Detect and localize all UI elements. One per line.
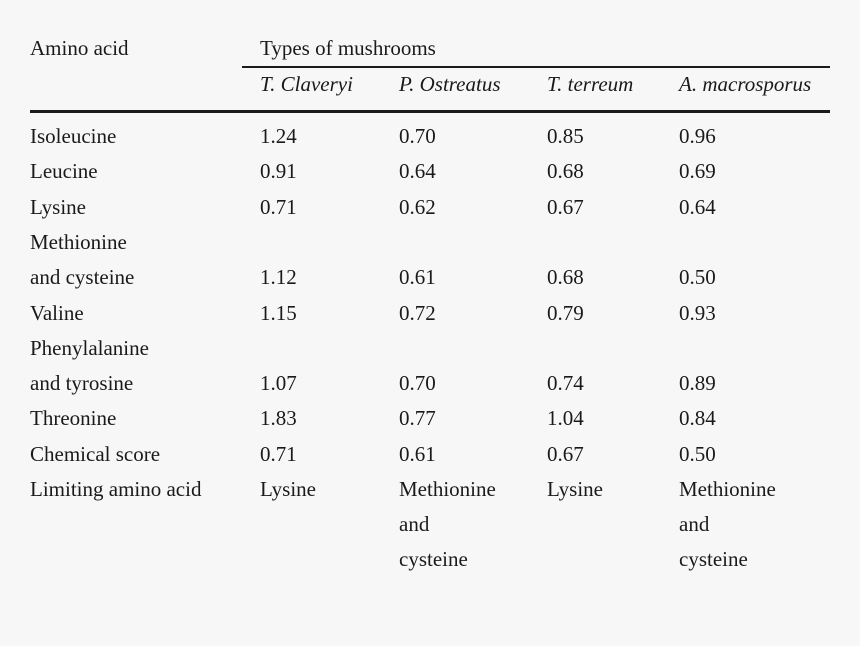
table-cell: 0.64 [679,194,716,219]
table-cell: 0.77 [399,406,436,431]
table-cell: 0.70 [399,124,436,148]
table-cell: 1.04 [547,406,584,431]
table-cell: 0.96 [679,124,716,148]
row-label: Chemical score [30,441,161,466]
table-cell: 0.72 [399,300,436,325]
table-cell: 0.69 [679,159,716,184]
table-cell: 0.62 [399,194,436,219]
table-cell: 0.93 [679,300,716,325]
table-cell: 0.64 [399,159,436,184]
table-cell: 0.74 [547,371,584,396]
table-cell: 0.50 [679,441,716,466]
table-cell: 0.68 [547,265,584,290]
table-cell: 0.79 [547,300,584,325]
table-cell: 1.12 [260,265,297,290]
row-label: and cysteine [30,265,135,290]
row-label: Methionine [30,229,127,254]
row-label: Lysine [30,194,86,219]
group-header-rule [242,66,830,68]
table-cell: 0.89 [679,371,716,396]
table-cell: 0.61 [399,441,436,466]
table-cell: 0.85 [547,124,584,148]
table-cell: 0.71 [260,194,297,219]
table-cell: 0.67 [547,441,584,466]
row-label: Isoleucine [30,124,117,148]
limiting-t-terreum: Lysine [547,477,603,501]
row-label: Valine [30,300,84,325]
table-cell: 0.61 [399,265,436,290]
group-header: Types of mushrooms [260,36,436,60]
table-cell: 0.67 [547,194,584,219]
table-cell: 1.07 [260,371,297,396]
header-bottom-rule [30,110,830,113]
limiting-p-ostreatus: Methionine and cysteine [399,477,496,571]
table-cell: 1.83 [260,406,297,431]
table-cell: 0.70 [399,371,436,396]
table-cell: 0.68 [547,159,584,184]
limiting-t-claveryi: Lysine [260,477,316,501]
column-header-a-macrosporus: A. macrosporus [679,72,812,96]
table-cell: 1.15 [260,300,297,325]
table-cell: 0.84 [679,406,716,431]
row-label: Phenylalanine [30,335,149,360]
column-header-t-terreum: T. terreum [547,72,634,96]
table-cell: 0.71 [260,441,297,466]
column-header-p-ostreatus: P. Ostreatus [399,72,501,96]
table-cell: 0.50 [679,265,716,290]
table-cell: 1.24 [260,124,297,148]
row-label: Threonine [30,406,117,431]
limiting-amino-acid-label: Limiting amino acid [30,477,202,501]
limiting-a-macrosporus: Methionine and cysteine [679,477,776,571]
column-header-t-claveryi: T. Claveryi [260,72,353,96]
row-label-header: Amino acid [30,36,129,60]
table-cell: 0.91 [260,159,297,184]
row-label: Leucine [30,159,98,184]
row-label: and tyrosine [30,371,134,396]
